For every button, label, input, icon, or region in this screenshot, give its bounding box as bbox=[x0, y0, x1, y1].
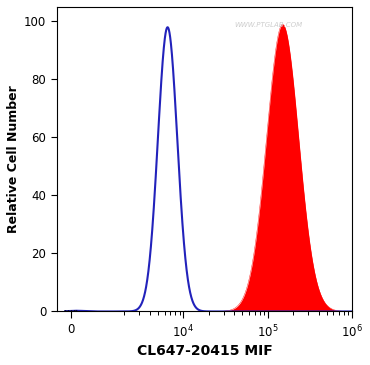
X-axis label: CL647-20415 MIF: CL647-20415 MIF bbox=[137, 344, 272, 358]
Text: WWW.PTGLAB.COM: WWW.PTGLAB.COM bbox=[234, 22, 302, 28]
Y-axis label: Relative Cell Number: Relative Cell Number bbox=[7, 85, 20, 233]
